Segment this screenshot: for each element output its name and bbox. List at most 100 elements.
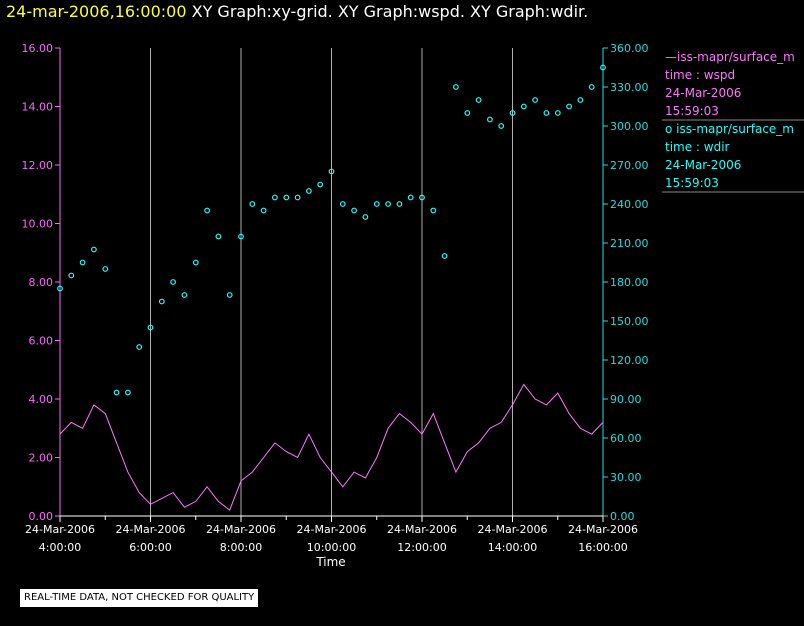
wdir-point (385, 201, 392, 207)
wdir-point (170, 279, 177, 285)
wdir-point (215, 233, 222, 240)
legend-wspd-time: 15:59:03 (665, 104, 719, 118)
wdir-point (57, 285, 63, 292)
right-tick-label: 90.00 (610, 393, 642, 406)
wdir-point (419, 194, 425, 201)
wdir-point (90, 246, 97, 253)
right-tick-label: 360.00 (610, 42, 649, 55)
x-tick-date: 24-Mar-2006 (568, 523, 638, 536)
legend-wdir-source: o iss-mapr/surface_m (665, 122, 794, 136)
left-tick-label: 12.00 (22, 159, 54, 172)
right-tick-label: 240.00 (610, 198, 649, 211)
wdir-point (204, 207, 211, 214)
wdir-point (124, 389, 131, 396)
wdir-point (249, 201, 256, 207)
x-tick-time: 12:00:00 (397, 541, 446, 554)
wdir-point (351, 207, 358, 214)
wdir-point (158, 298, 165, 305)
wdir-point (588, 84, 595, 90)
x-axis-ticks: 24-Mar-2006 4:00:00 24-Mar-2006 6:00:00 24-M… (25, 516, 638, 554)
wdir-point (532, 97, 538, 103)
x-tick-date: 24-Mar-2006 (387, 523, 457, 536)
wdir-point (498, 123, 505, 129)
wdir-point (373, 201, 380, 207)
left-tick-label: 10.00 (22, 218, 54, 231)
x-tick-date: 24-Mar-2006 (297, 523, 367, 536)
legend-wspd-var: time : wspd (665, 68, 736, 82)
wdir-point (487, 116, 493, 123)
right-tick-label: 0.00 (610, 510, 635, 523)
right-tick-label: 60.00 (610, 432, 642, 445)
right-tick-label: 180.00 (610, 276, 649, 289)
wdir-point (339, 201, 346, 207)
legend-wdir-var: time : wdir (665, 140, 730, 154)
right-tick-label: 330.00 (610, 81, 649, 94)
x-tick-date: 24-Mar-2006 (116, 523, 186, 536)
x-tick-date: 24-Mar-2006 (206, 523, 276, 536)
left-tick-label: 0.00 (29, 510, 54, 523)
x-tick-time: 14:00:00 (488, 541, 537, 554)
right-axis-ticks: 0.00 30.00 60.00 90.00 120.00 150.00 180.00 210… (603, 42, 649, 523)
wdir-point (362, 214, 369, 220)
legend-wdir-date: 24-Mar-2006 (665, 158, 742, 172)
wdir-point (441, 253, 448, 259)
x-axis-label: Time (315, 555, 345, 569)
graph-list: XY Graph:xy-grid. XY Graph:wspd. XY Grap… (191, 2, 589, 21)
legend-wspd: —iss-mapr/surface_m time : wspd 24-Mar-2… (665, 48, 795, 120)
right-tick-label: 210.00 (610, 237, 649, 250)
wdir-point (543, 110, 550, 116)
right-tick-label: 120.00 (610, 354, 649, 367)
x-tick-date: 24-Mar-2006 (25, 523, 95, 536)
wdir-point (600, 64, 606, 71)
wspd-line (59, 383, 604, 511)
wspd-series (59, 383, 604, 511)
graph-title: 24-mar-2006,16:00:00 XY Graph:xy-grid. X… (6, 2, 588, 21)
left-tick-label: 14.00 (22, 101, 54, 114)
wdir-point (407, 194, 414, 201)
wdir-point (260, 207, 267, 214)
right-tick-label: 300.00 (610, 120, 649, 133)
x-grid (150, 48, 513, 516)
wdir-point (238, 233, 244, 240)
quality-notice: REAL-TIME DATA, NOT CHECKED FOR QUALITY (20, 589, 259, 607)
wdir-point (226, 292, 233, 298)
right-tick-label: 30.00 (610, 471, 642, 484)
wdir-point (306, 188, 312, 194)
x-tick-date: 24-Mar-2006 (478, 523, 548, 536)
wdir-point (475, 97, 482, 103)
right-tick-label: 150.00 (610, 315, 649, 328)
wdir-point (520, 103, 527, 110)
wdir-point (113, 389, 120, 396)
legend-wspd-date: 24-Mar-2006 (665, 86, 742, 100)
left-tick-label: 8.00 (29, 276, 54, 289)
wdir-point (328, 168, 335, 175)
left-tick-label: 2.00 (29, 452, 54, 465)
legend-wspd-source: —iss-mapr/surface_m (665, 50, 795, 64)
wdir-point (509, 110, 516, 116)
wdir-point (453, 84, 459, 90)
wdir-point (147, 324, 154, 331)
x-tick-time: 16:00:00 (578, 541, 627, 554)
wdir-point (192, 259, 199, 266)
left-tick-label: 4.00 (29, 393, 54, 406)
wdir-point (317, 181, 324, 188)
wdir-point (79, 259, 86, 266)
wdir-point (68, 272, 75, 279)
x-tick-time: 4:00:00 (39, 541, 81, 554)
left-axis-ticks: 0.00 2.00 4.00 6.00 8.00 10.00 12.00 14.00 16.00 (22, 42, 60, 523)
legend-wdir: o iss-mapr/surface_m time : wdir 24-Mar-… (665, 120, 794, 192)
wdir-point (566, 103, 572, 110)
wdir-point (554, 110, 561, 116)
wdir-point (430, 207, 437, 214)
wdir-point (272, 194, 278, 201)
graph-timestamp: 24-mar-2006,16:00:00 (6, 2, 187, 21)
right-tick-label: 270.00 (610, 159, 649, 172)
wdir-series (57, 64, 606, 396)
wdir-point (102, 266, 109, 272)
wdir-point (577, 97, 584, 103)
x-tick-time: 10:00:00 (307, 541, 356, 554)
x-tick-time: 8:00:00 (220, 541, 262, 554)
wdir-point (294, 194, 301, 201)
